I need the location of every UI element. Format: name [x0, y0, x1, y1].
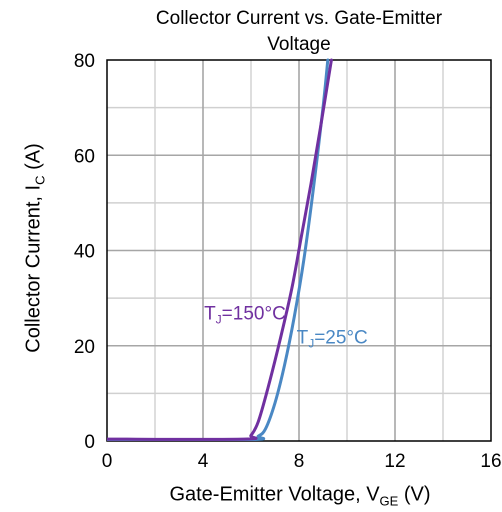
plot-area-frame — [106, 59, 492, 442]
x-tick-label: 16 — [480, 451, 501, 472]
series-line-tj-150c — [107, 58, 333, 441]
series-label-tj-25c: TJ=25°C — [297, 327, 368, 350]
x-tick-label: 12 — [384, 451, 405, 472]
chart-title-line-1: Collector Current vs. Gate-Emitter — [155, 8, 443, 29]
series-label-tj-150c: TJ=150°C — [204, 304, 286, 327]
y-tick-label: 0 — [84, 432, 95, 453]
x-axis-title-unit: (V) — [398, 483, 431, 506]
x-tick-label: 0 — [102, 451, 113, 472]
y-tick-label: 20 — [74, 337, 95, 358]
y-axis-title-text: Collector Current, I — [22, 184, 45, 353]
y-tick-label: 80 — [74, 51, 95, 72]
x-tick-label: 4 — [198, 451, 209, 472]
chart-title-line-2: Voltage — [267, 34, 331, 55]
y-tick-label: 40 — [74, 242, 95, 263]
y-tick-label: 60 — [74, 146, 95, 167]
series-line-tj-25c — [107, 58, 330, 441]
series-layer — [107, 58, 333, 441]
y-axis-title-subscript: C — [32, 175, 48, 185]
x-tick-label: 8 — [294, 451, 305, 472]
x-axis-title-text: Gate-Emitter Voltage, V — [169, 483, 380, 506]
tick-labels: 0 4 8 12 16 0 20 40 60 80 — [74, 51, 502, 472]
x-axis-title: Gate-Emitter Voltage, VGE (V) — [169, 484, 430, 509]
series-labels: TJ=25°C TJ=150°C — [204, 304, 368, 351]
y-axis-title: Collector Current, IC (A) — [23, 143, 48, 352]
y-axis-title-unit: (A) — [22, 143, 45, 176]
x-axis-title-subscript: GE — [379, 493, 399, 509]
